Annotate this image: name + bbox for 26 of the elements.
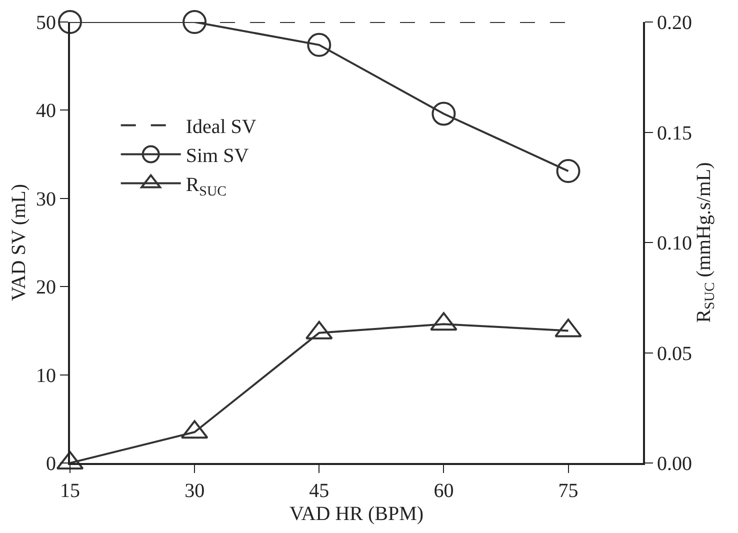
- y-tick-label: 10: [36, 364, 56, 387]
- point: [58, 10, 82, 34]
- legend-label: Sim SV: [186, 145, 250, 168]
- y-tick-label: 30: [36, 188, 56, 210]
- y2-tick-label: 0.05: [657, 342, 692, 365]
- x-tick-label: 60: [434, 480, 454, 502]
- y-tick-label: 20: [36, 276, 56, 299]
- y2-tick-label: 0.10: [657, 232, 692, 254]
- y2-tick-label: 0.00: [657, 453, 692, 475]
- point: [182, 10, 207, 34]
- x-tick-label: 45: [309, 480, 330, 502]
- legend-label: R$_{SUC}$: [186, 174, 226, 200]
- y2-tick-label: 0.20: [657, 12, 692, 34]
- x-tick-label: 75: [558, 480, 578, 502]
- x-tick-label: 15: [60, 480, 80, 502]
- legend-label: Ideal SV: [186, 116, 257, 138]
- y2-tick-label: 0.15: [657, 122, 692, 144]
- point: [556, 159, 580, 184]
- point: [432, 102, 456, 126]
- y-tick-label: 50: [36, 12, 56, 34]
- x-tick-label: 30: [184, 480, 205, 502]
- y-axis-title: VAD SV (mL): [8, 184, 30, 302]
- y-tick-label: 40: [36, 100, 56, 122]
- point: [307, 32, 332, 57]
- x-axis-title: VAD HR (BPM): [289, 503, 424, 525]
- y-tick-label: 0: [46, 453, 56, 475]
